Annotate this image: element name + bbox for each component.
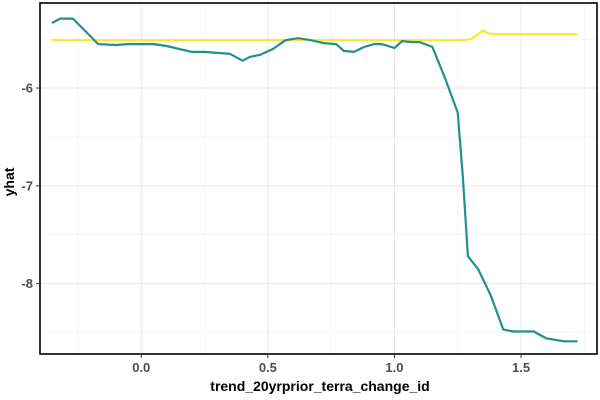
y-tick-label: -7 xyxy=(21,178,33,193)
y-tick-label: -8 xyxy=(21,276,33,291)
y-axis-title: yhat xyxy=(1,167,17,196)
major-grid xyxy=(40,3,597,354)
y-tick-label: -6 xyxy=(21,81,33,96)
minor-grid xyxy=(40,3,597,354)
x-tick-label: 1.5 xyxy=(512,360,530,375)
x-tick-label: 1.0 xyxy=(385,360,403,375)
y-axis-ticks: -6 -7 -8 xyxy=(21,81,40,291)
x-tick-label: 0.0 xyxy=(132,360,150,375)
panel-border xyxy=(39,2,598,355)
series-layer xyxy=(51,17,578,343)
x-tick-label: 0.5 xyxy=(259,360,277,375)
series-line-1 xyxy=(51,29,578,42)
series-line-2 xyxy=(51,17,578,343)
x-axis-title: trend_20yrprior_terra_change_id xyxy=(210,378,429,394)
x-axis-ticks: 0.0 0.5 1.0 1.5 xyxy=(132,354,530,375)
